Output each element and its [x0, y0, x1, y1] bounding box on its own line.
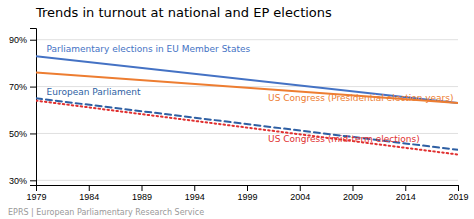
x-tick-label: 1994 [185, 192, 205, 202]
x-tick-label: 2009 [343, 192, 363, 202]
x-tick-mark [300, 185, 301, 191]
x-tick-label: 2004 [290, 192, 310, 202]
x-tick: 2004 [290, 185, 310, 202]
chart: 1979 1984 1989 1994 1999 2004 2009 2014 2019 30% 5… [0, 0, 474, 219]
series-line [36, 56, 458, 103]
subtitle: EPRS | European Parliamentary Research S… [8, 208, 204, 217]
x-tick: 2009 [343, 185, 363, 202]
plot-area: 1979 1984 1989 1994 1999 2004 2009 2014 2019 30% 5… [9, 29, 469, 203]
series-line [36, 73, 458, 103]
x-tick-label: 2014 [396, 192, 416, 202]
x-tick: 2019 [448, 185, 468, 202]
y-tick-label: 90% [9, 35, 27, 45]
y-tick-mark [30, 40, 36, 41]
series-label: Parliamentary elections in EU Member Sta… [47, 44, 251, 54]
x-tick: 1979 [26, 185, 46, 202]
y-tick-label: 70% [9, 82, 27, 92]
x-tick-mark [194, 185, 195, 191]
series-labels: Parliamentary elections in EU Member Sta… [47, 44, 454, 144]
grid-line [36, 180, 458, 181]
x-tick-mark [142, 185, 143, 191]
lines [36, 56, 458, 154]
y-tick: 90% [9, 35, 36, 45]
series-line [36, 101, 458, 155]
x-tick: 1984 [79, 185, 99, 202]
y-tick-label: 30% [9, 176, 27, 186]
x-tick-label: 1989 [132, 192, 152, 202]
y-tick-mark [30, 87, 36, 88]
x-tick: 1999 [237, 185, 257, 202]
x-tick-label: 1999 [237, 192, 257, 202]
x-tick-label: 1979 [26, 192, 46, 202]
x-tick-mark [247, 185, 248, 191]
x-tick: 1994 [185, 185, 205, 202]
y-axis: 30% 50% 70% 90% [9, 29, 37, 186]
x-tick-mark [353, 185, 354, 191]
series-label: US Congress (Presidential election years… [268, 93, 453, 103]
y-tick-mark [30, 133, 36, 134]
y-tick: 70% [9, 82, 36, 92]
y-tick: 30% [9, 176, 36, 186]
x-tick: 2014 [396, 185, 416, 202]
series-line [36, 98, 458, 150]
y-tick-mark [30, 180, 36, 181]
y-tick-label: 50% [9, 129, 27, 139]
y-tick: 50% [9, 129, 36, 139]
x-tick-mark [458, 185, 459, 191]
x-tick: 1989 [132, 185, 152, 202]
x-tick-label: 1984 [79, 192, 99, 202]
series-label: European Parliament [47, 87, 141, 97]
grid-line [36, 39, 458, 40]
series-label: US Congress (mid-term elections) [268, 134, 420, 144]
x-tick-mark [405, 185, 406, 191]
x-tick-mark [89, 185, 90, 191]
title: Trends in turnout at national and EP ele… [35, 5, 332, 20]
x-axis-line [37, 186, 459, 192]
grid [36, 40, 458, 181]
x-tick-label: 2019 [448, 192, 468, 202]
x-axis: 1979 1984 1989 1994 1999 2004 2009 2014 2019 [26, 185, 468, 202]
y-axis-line [30, 29, 37, 186]
